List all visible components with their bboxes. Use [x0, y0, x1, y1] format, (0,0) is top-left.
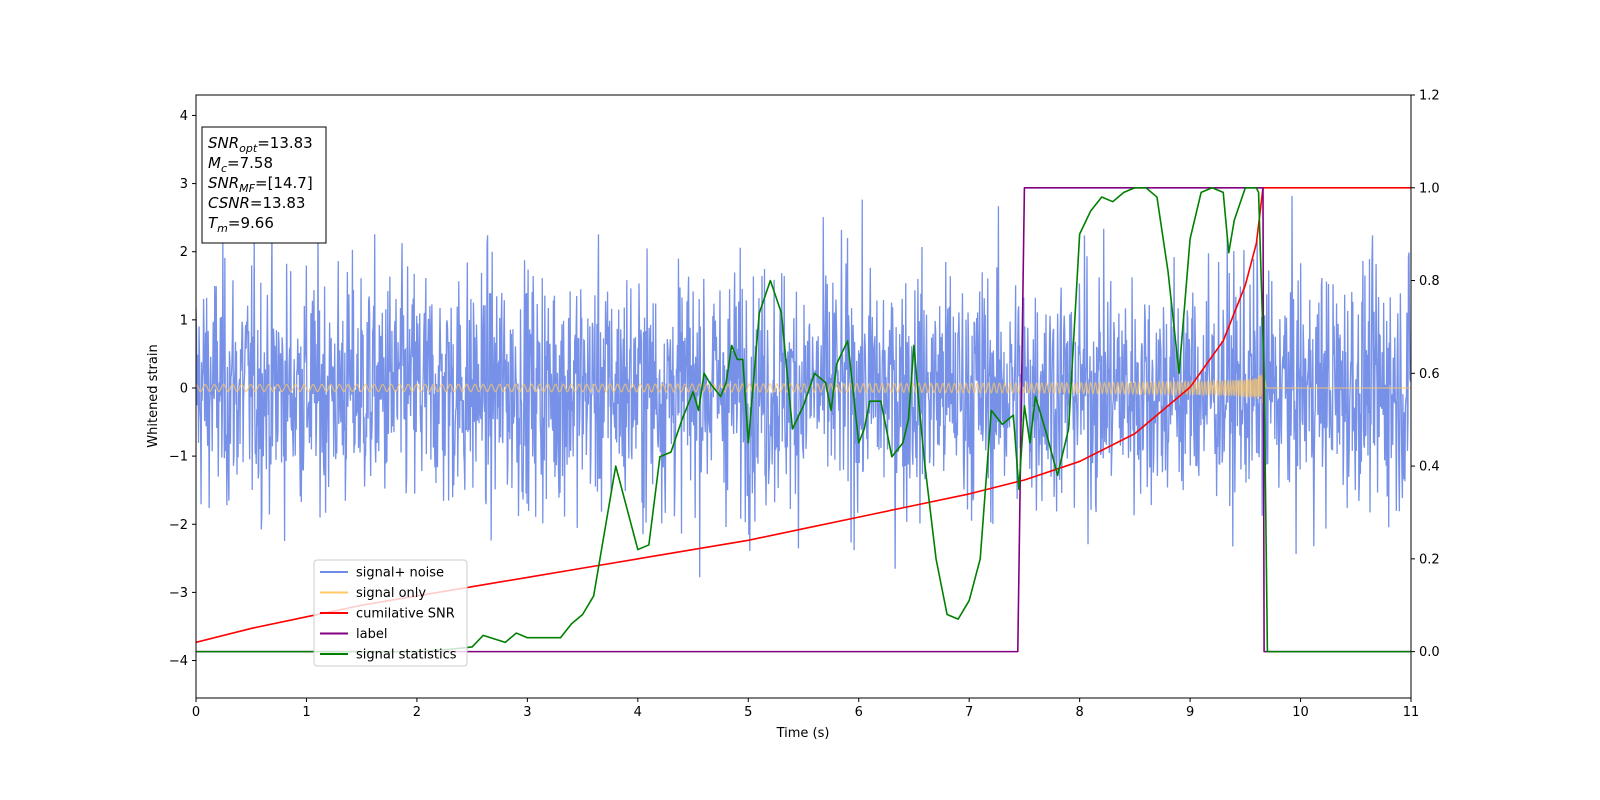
legend-label: signal statistics [356, 648, 457, 663]
x-tick-label: 11 [1403, 705, 1420, 720]
x-tick-label: 10 [1292, 705, 1309, 720]
legend-label: label [356, 627, 387, 642]
y-tick-label: −3 [169, 586, 188, 601]
annotation-box: SNRopt=13.83Mc=7.58SNRMF=[14.7]CSNR=13.8… [201, 126, 327, 244]
axes-frame [195, 94, 1412, 699]
y2-tick-label: 1.0 [1419, 181, 1440, 196]
y-tick-label: 3 [180, 177, 188, 192]
x-tick-label: 5 [744, 705, 752, 720]
legend-label: signal only [356, 586, 426, 601]
legend-label: signal+ noise [356, 566, 444, 581]
y2-tick-label: 0.4 [1419, 460, 1440, 475]
x-tick-label: 6 [855, 705, 863, 720]
x-tick-label: 7 [965, 705, 973, 720]
legend: signal+ noise signal only cumilative SNR la… [313, 559, 468, 667]
x-tick-label: 9 [1186, 705, 1194, 720]
x-tick-label: 3 [523, 705, 531, 720]
y-tick-label: 4 [180, 109, 188, 124]
y2-tick-label: 0.8 [1419, 274, 1440, 289]
x-tick-label: 4 [634, 705, 642, 720]
annotation-line: Mc=7.58 [208, 154, 273, 175]
legend-label: cumilative SNR [356, 607, 455, 622]
x-tick-label: 1 [302, 705, 310, 720]
x-axis-label: Time (s) [776, 726, 830, 741]
x-tick-label: 8 [1075, 705, 1083, 720]
y-tick-label: −1 [169, 450, 188, 465]
y2-tick-label: 0.2 [1419, 552, 1440, 567]
annotation-frame [201, 126, 327, 244]
y-tick-label: 1 [180, 313, 188, 328]
y-tick-label: 0 [180, 381, 188, 396]
y-axis-left: −4 −3 −2 −1 0 1 2 3 4 [169, 109, 196, 669]
y-axis-label: Whitened strain [146, 344, 161, 447]
x-axis: 0 1 2 3 4 5 6 7 8 9 10 11 [192, 698, 1419, 720]
annotation-line: SNRopt=13.83 [208, 134, 313, 155]
y2-tick-label: 0.6 [1419, 367, 1440, 382]
x-tick-label: 2 [413, 705, 421, 720]
y2-tick-label: 1.2 [1419, 89, 1440, 104]
series-signal-only-line [196, 372, 1411, 404]
annotation-line: Tm=9.66 [208, 214, 274, 235]
series-signal-statistics-line [196, 186, 1411, 653]
x-tick-label: 0 [192, 705, 200, 720]
annotation-line: SNRMF=[14.7] [208, 174, 313, 195]
y2-tick-label: 0.0 [1419, 645, 1440, 660]
y-tick-label: −4 [169, 654, 188, 669]
y-tick-label: −2 [169, 518, 188, 533]
y-tick-label: 2 [180, 245, 188, 260]
annotation-line: CSNR=13.83 [208, 194, 305, 212]
legend-frame [313, 559, 468, 667]
series-signal-noise-line [196, 195, 1411, 578]
y-axis-right: 0.0 0.2 0.4 0.6 0.8 1.0 1.2 [1411, 89, 1440, 660]
